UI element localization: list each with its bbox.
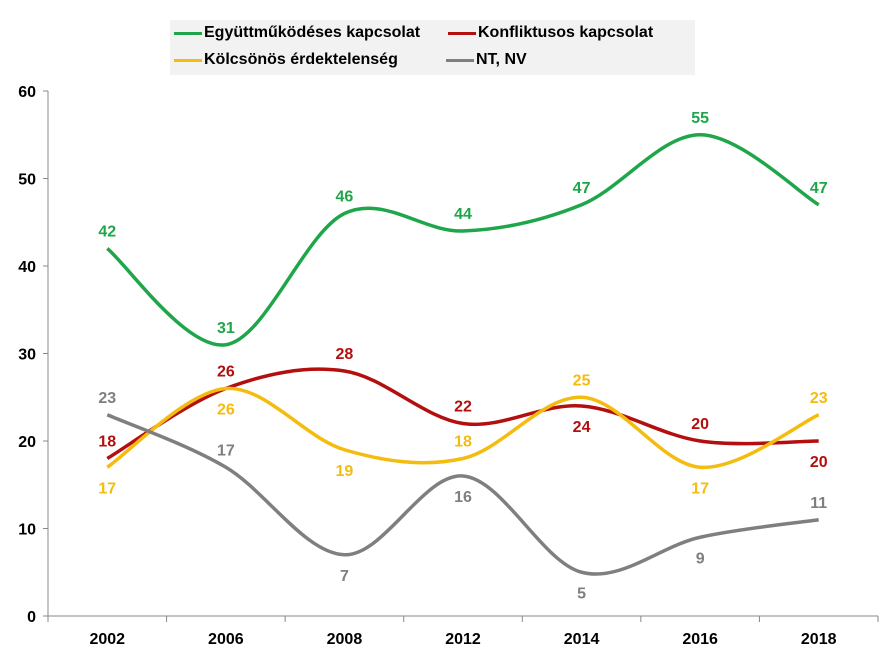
legend-label: Kölcsönös érdektelenség [204, 51, 398, 68]
legend-swatch [174, 31, 202, 35]
series-line-0 [106, 132, 820, 347]
data-label: 44 [454, 206, 472, 223]
legend-item-kolcsonos: Kölcsönös érdektelenség [174, 51, 398, 69]
data-label: 20 [691, 416, 709, 433]
x-tick-label: 2008 [327, 631, 363, 648]
data-label: 18 [98, 434, 116, 451]
legend-swatch [174, 58, 202, 62]
legend-item-nt-nv: NT, NV [446, 51, 527, 69]
data-label: 26 [217, 364, 235, 381]
data-label: 23 [98, 390, 116, 407]
legend-label: NT, NV [476, 51, 527, 68]
legend-label: Konfliktusos kapcsolat [478, 24, 654, 41]
y-tick-label: 30 [18, 347, 36, 364]
series-line-2 [106, 386, 820, 470]
data-label: 47 [810, 180, 828, 197]
data-label: 24 [573, 419, 591, 436]
series-line-3 [106, 413, 819, 576]
y-tick-label: 40 [18, 259, 36, 276]
data-label: 47 [573, 180, 591, 197]
y-tick-label: 20 [18, 434, 36, 451]
x-tick-label: 2006 [208, 631, 244, 648]
data-label: 5 [577, 585, 586, 602]
y-tick-label: 60 [18, 84, 36, 101]
legend-swatch [446, 58, 474, 62]
data-label: 16 [454, 489, 472, 506]
data-label: 19 [336, 463, 354, 480]
y-tick-label: 50 [18, 172, 36, 189]
data-label: 11 [810, 495, 827, 512]
legend: Együttműködéses kapcsolat Konfliktusos k… [170, 20, 695, 75]
data-label: 22 [454, 399, 472, 416]
data-label: 42 [98, 224, 116, 241]
data-label: 28 [336, 346, 354, 363]
data-label: 31 [217, 320, 235, 337]
x-tick-label: 2018 [801, 631, 837, 648]
x-tick-label: 2002 [89, 631, 125, 648]
data-label: 17 [691, 480, 709, 497]
data-label: 23 [810, 390, 828, 407]
y-tick-label: 10 [18, 522, 36, 539]
legend-label: Együttműködéses kapcsolat [204, 24, 421, 41]
x-tick-label: 2012 [445, 631, 481, 648]
data-label: 25 [573, 372, 591, 389]
legend-item-egyuttmukodeses: Együttműködéses kapcsolat [174, 24, 420, 42]
y-tick-label: 0 [27, 609, 36, 626]
legend-swatch [448, 31, 476, 35]
x-tick-label: 2016 [682, 631, 718, 648]
data-label: 9 [696, 550, 705, 567]
data-label: 55 [691, 110, 709, 127]
legend-item-konfliktusos: Konfliktusos kapcsolat [448, 24, 653, 42]
data-label: 26 [217, 402, 235, 419]
data-label: 46 [336, 189, 354, 206]
data-label: 17 [98, 480, 116, 497]
data-label: 7 [340, 568, 349, 585]
data-label: 18 [454, 434, 472, 451]
data-label: 17 [217, 442, 235, 459]
x-tick-label: 2014 [564, 631, 600, 648]
data-label: 20 [810, 454, 828, 471]
